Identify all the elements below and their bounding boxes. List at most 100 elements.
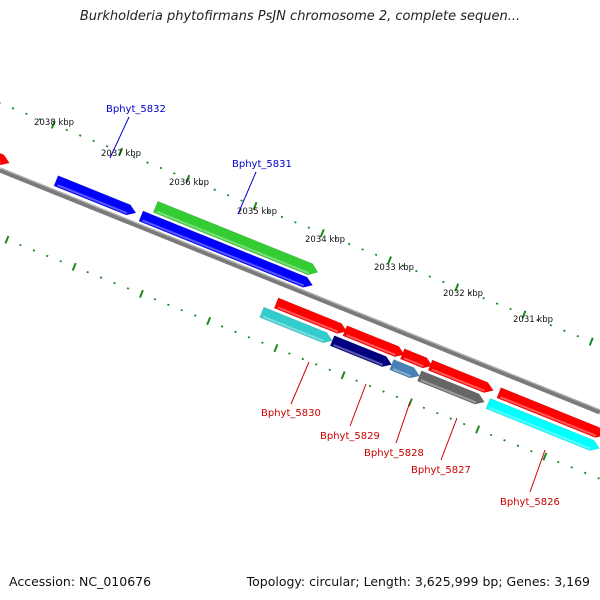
minor-tick xyxy=(422,406,426,410)
scale-label: 2037 kbp xyxy=(101,149,141,159)
minor-tick xyxy=(442,280,445,284)
major-tick xyxy=(521,310,527,319)
minor-tick xyxy=(495,302,499,305)
major-tick xyxy=(185,174,191,183)
minor-tick xyxy=(234,330,237,334)
gene-track[interactable] xyxy=(0,148,600,451)
minor-tick xyxy=(126,287,130,290)
minor-tick xyxy=(11,107,15,110)
backbone-highlight xyxy=(0,167,600,411)
minor-tick xyxy=(159,166,163,170)
gene-arrow-bphyt-5831[interactable] xyxy=(138,210,314,288)
gene-arrow-bphyt-5826[interactable] xyxy=(485,398,600,451)
gene-arrow-red-2[interactable] xyxy=(342,325,405,358)
gene-label-bphyt-5828[interactable]: Bphyt_5828 xyxy=(364,448,424,459)
minor-tick xyxy=(583,471,587,475)
leader-line xyxy=(395,401,411,444)
gene-label-bphyt-5830[interactable]: Bphyt_5830 xyxy=(261,408,321,419)
minor-tick xyxy=(288,352,291,355)
minor-tick xyxy=(503,439,506,442)
minor-tick xyxy=(213,188,216,191)
gene-label-bphyt-5829[interactable]: Bphyt_5829 xyxy=(320,431,380,442)
gene-highlight xyxy=(57,184,128,215)
minor-tick xyxy=(334,237,337,240)
minor-tick xyxy=(78,134,82,137)
minor-tick xyxy=(597,477,600,480)
minor-tick xyxy=(361,248,364,251)
minor-tick xyxy=(489,433,493,437)
minor-tick xyxy=(301,357,305,361)
gene-label-bphyt-5827[interactable]: Bphyt_5827 xyxy=(411,465,471,476)
gene-labels[interactable]: Bphyt_5832 Bphyt_5831 Bphyt_5830 Bphyt_5… xyxy=(106,104,560,508)
scale-label: 2036 kbp xyxy=(169,178,209,188)
minor-tick xyxy=(355,379,358,382)
minor-tick xyxy=(549,324,553,327)
gene-arrow-red-3[interactable] xyxy=(399,348,433,369)
minor-tick xyxy=(220,325,224,328)
minor-tick xyxy=(247,336,251,339)
gene-arrow-bphyt-5829[interactable] xyxy=(329,335,393,368)
minor-tick xyxy=(415,269,418,273)
gene-highlight xyxy=(262,315,324,342)
gene-highlight xyxy=(333,344,384,366)
gene-arrow-red-1[interactable] xyxy=(273,297,348,334)
minor-tick xyxy=(25,112,28,116)
minor-tick xyxy=(240,199,243,202)
minor-tick xyxy=(105,145,109,148)
gene-arrow-bphyt-5832[interactable] xyxy=(53,175,137,216)
minor-tick xyxy=(261,341,264,344)
minor-tick xyxy=(570,466,574,469)
scale-ticks xyxy=(0,102,600,480)
leader-line xyxy=(109,116,130,159)
minor-tick xyxy=(280,215,284,219)
major-tick xyxy=(252,201,258,211)
scale-labels: 2038 kbp 2037 kbp 2036 kbp 2035 kbp 2034… xyxy=(34,118,553,325)
scale-label: 2033 kbp xyxy=(374,263,414,273)
minor-tick xyxy=(146,161,149,164)
minor-tick xyxy=(46,254,49,258)
major-tick xyxy=(340,371,346,380)
scale-label: 2038 kbp xyxy=(34,118,74,128)
leader-line xyxy=(440,417,458,461)
minor-tick xyxy=(530,449,533,453)
gene-arrow-bphyt-5830[interactable] xyxy=(259,306,333,344)
minor-tick xyxy=(113,281,116,285)
minor-tick xyxy=(449,417,452,420)
minor-tick xyxy=(468,291,472,295)
gene-highlight xyxy=(156,210,310,274)
gene-arrow-bphyt-5831-green[interactable] xyxy=(152,200,319,276)
gene-highlight xyxy=(277,306,339,333)
major-tick xyxy=(4,235,10,244)
major-tick xyxy=(588,337,594,346)
gene-label-bphyt-5831[interactable]: Bphyt_5831 xyxy=(232,159,292,170)
minor-tick xyxy=(294,221,297,224)
minor-tick xyxy=(576,334,580,338)
gene-arrow-red-5[interactable] xyxy=(496,387,600,438)
minor-tick xyxy=(462,422,466,426)
gene-highlight xyxy=(420,379,477,404)
scale-label: 2032 kbp xyxy=(443,289,483,299)
minor-tick xyxy=(99,276,103,279)
major-tick xyxy=(138,289,144,298)
major-tick xyxy=(319,229,325,238)
gene-arrow-bphyt-5827[interactable] xyxy=(417,370,485,405)
minor-tick xyxy=(509,307,512,311)
minor-tick xyxy=(226,193,230,197)
minor-tick xyxy=(328,368,331,372)
minor-tick xyxy=(153,298,157,301)
topology-text: Topology: circular; Length: 3,625,999 bp… xyxy=(246,574,590,589)
leader-line xyxy=(349,383,367,427)
major-tick xyxy=(50,120,56,129)
gene-arrow-red-4[interactable] xyxy=(427,359,494,393)
major-tick xyxy=(387,256,392,265)
gene-label-bphyt-5826[interactable]: Bphyt_5826 xyxy=(500,497,560,508)
minor-tick xyxy=(314,363,318,366)
gene-label-bphyt-5832[interactable]: Bphyt_5832 xyxy=(106,104,166,115)
gene-highlight xyxy=(346,334,396,356)
minor-tick xyxy=(173,172,176,175)
gene-arrow-red-edge[interactable] xyxy=(0,148,10,166)
gene-arrow-bphyt-5828[interactable] xyxy=(389,359,420,379)
minor-tick xyxy=(374,253,378,257)
gene-highlight xyxy=(489,406,592,450)
